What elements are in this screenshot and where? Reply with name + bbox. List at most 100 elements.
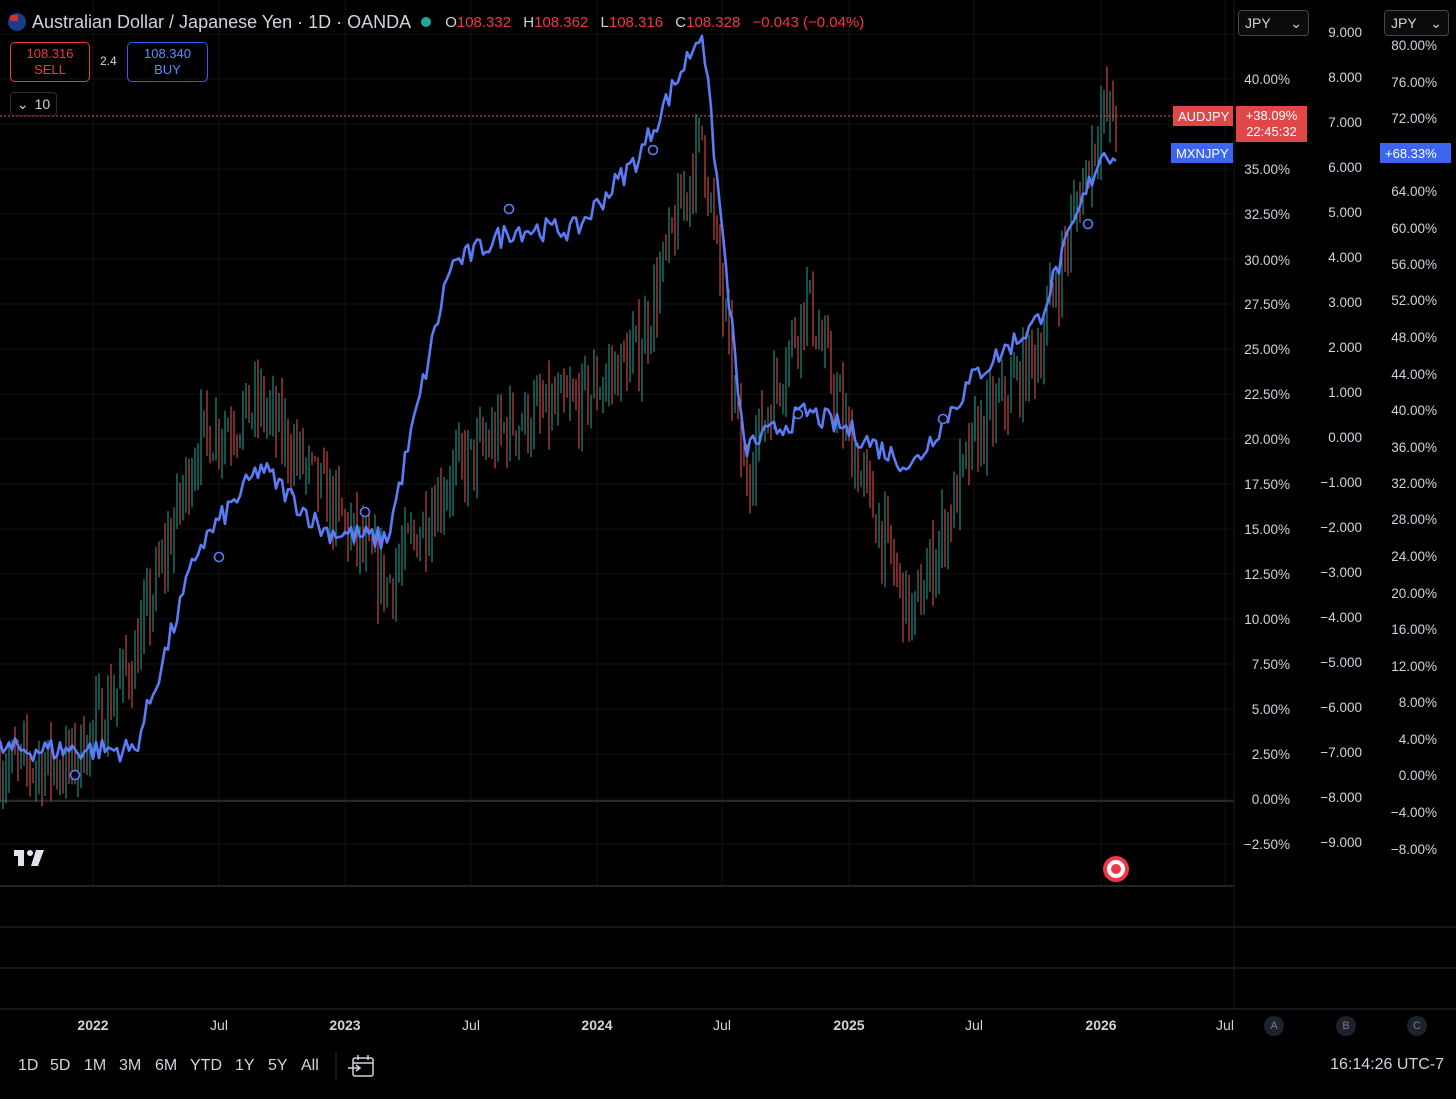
axis-tick-label: 40.00% — [1244, 72, 1290, 87]
tradingview-logo-icon — [14, 850, 44, 866]
marker-icon — [1082, 218, 1094, 230]
time-tick-label: 2025 — [833, 1017, 865, 1033]
currency-select-right[interactable]: JPY ⌄ — [1384, 10, 1449, 36]
axis-tick-label: 2.000 — [1328, 340, 1362, 355]
dividend-markers — [69, 144, 1094, 781]
aud-flag-icon — [8, 13, 26, 31]
timeframe-5d[interactable]: 5D — [50, 1057, 71, 1074]
axis-tick-label: 25.00% — [1244, 342, 1290, 357]
time-tick-label: Jul — [965, 1017, 983, 1033]
time-tick-label: Jul — [462, 1017, 480, 1033]
axis-tick-label: 4.00% — [1398, 732, 1437, 747]
axis-tick-label: 5.00% — [1251, 702, 1290, 717]
axis-tick-label: 24.00% — [1391, 549, 1437, 564]
axis-tick-label: 32.50% — [1244, 207, 1290, 222]
axis-tick-label: 0.00% — [1398, 768, 1437, 783]
timeframe-3m[interactable]: 3M — [119, 1057, 142, 1074]
axis-tick-label: 9.000 — [1328, 25, 1362, 40]
timeframe-1y[interactable]: 1Y — [235, 1057, 255, 1074]
marker-icon — [359, 506, 371, 518]
sell-button[interactable]: 108.316 SELL — [10, 42, 90, 82]
axis-tick-label: 12.50% — [1244, 567, 1290, 582]
axis-tick-label: 3.000 — [1328, 295, 1362, 310]
buy-button[interactable]: 108.340 BUY — [127, 42, 208, 82]
axis-tick-label: −8.000 — [1320, 790, 1362, 805]
axis-tick-label: 64.00% — [1391, 184, 1437, 199]
time-tick-label: 2024 — [581, 1017, 613, 1033]
axis-tick-label: −2.000 — [1320, 520, 1362, 535]
spread-value: 2.4 — [100, 54, 117, 68]
timeframe-6m[interactable]: 6M — [155, 1057, 178, 1074]
axis-tick-label: 8.000 — [1328, 70, 1362, 85]
axis-tick-label: 5.000 — [1328, 205, 1362, 220]
axis-tick-label: −9.000 — [1320, 835, 1362, 850]
indicator-count: 10 — [34, 96, 51, 112]
audjpy-symbol-tag: AUDJPY — [1173, 106, 1233, 126]
scale-button-c[interactable]: C — [1407, 1016, 1427, 1036]
chevron-down-icon: ⌄ — [1430, 14, 1442, 31]
axis-tick-label: 7.000 — [1328, 115, 1362, 130]
axis-tick-label: −5.000 — [1320, 655, 1362, 670]
audjpy-price-tag: +38.09% 22:45:32 — [1236, 106, 1307, 142]
symbol-header: Australian Dollar / Japanese Yen · 1D · … — [8, 10, 872, 34]
axis-tick-label: 40.00% — [1391, 403, 1437, 418]
axis-tick-label: −4.00% — [1390, 805, 1437, 820]
chevron-down-icon: ⌄ — [16, 95, 29, 112]
time-tick-label: 2026 — [1085, 1017, 1117, 1033]
marker-icon — [937, 413, 949, 425]
timeframe-all[interactable]: All — [301, 1057, 319, 1074]
axis-tick-label: 15.00% — [1244, 522, 1290, 537]
timeframe-5y[interactable]: 5Y — [268, 1057, 288, 1074]
axis-tick-label: 1.000 — [1328, 385, 1362, 400]
axis-tick-label: −4.000 — [1320, 610, 1362, 625]
axis-tick-label: 80.00% — [1391, 38, 1437, 53]
mxnjpy-symbol-tag: MXNJPY — [1171, 143, 1233, 163]
axis-tick-label: 16.00% — [1391, 622, 1437, 637]
axis-tick-label: 7.50% — [1251, 657, 1290, 672]
axis-tick-label: 12.00% — [1391, 659, 1437, 674]
calendar-icon — [348, 1055, 374, 1077]
chevron-down-icon: ⌄ — [1290, 14, 1302, 31]
marker-icon — [69, 769, 81, 781]
sell-price: 108.316 — [26, 46, 74, 61]
currency-select-left[interactable]: JPY ⌄ — [1238, 10, 1309, 36]
time-tick-label: Jul — [1216, 1017, 1234, 1033]
axis-tick-label: 27.50% — [1244, 297, 1290, 312]
axis-tick-label: −1.000 — [1320, 475, 1362, 490]
buy-label: BUY — [154, 62, 181, 77]
axis-tick-label: 60.00% — [1391, 221, 1437, 236]
axis-tick-label: 6.000 — [1328, 160, 1362, 175]
axis-tick-label: 72.00% — [1391, 111, 1437, 126]
axis-tick-label: 48.00% — [1391, 330, 1437, 345]
axis-tick-label: 0.000 — [1328, 430, 1362, 445]
market-open-icon — [421, 17, 432, 27]
axis-tick-label: 44.00% — [1391, 367, 1437, 382]
axis-tick-label: 2.50% — [1251, 747, 1290, 762]
axis-tick-label: 36.00% — [1391, 440, 1437, 455]
audjpy-candles — [0, 66, 1117, 810]
chart-grid — [0, 0, 1234, 885]
time-tick-label: 2023 — [329, 1017, 361, 1033]
scale-button-b[interactable]: B — [1336, 1016, 1356, 1036]
scale-button-a[interactable]: A — [1264, 1016, 1284, 1036]
axis-tick-label: 76.00% — [1391, 75, 1437, 90]
axis-tick-label: −7.000 — [1320, 745, 1362, 760]
change-value: −0.043 (−0.04%) — [752, 13, 865, 31]
timeframe-1m[interactable]: 1M — [84, 1057, 107, 1074]
symbol-title[interactable]: Australian Dollar / Japanese Yen · 1D · … — [32, 11, 412, 32]
axis-tick-label: 22.50% — [1244, 387, 1290, 402]
mxnjpy-line — [0, 34, 1117, 763]
timeframe-ytd[interactable]: YTD — [190, 1057, 222, 1074]
marker-icon — [213, 551, 225, 563]
axis-tick-label: 20.00% — [1391, 586, 1437, 601]
indicators-collapse-button[interactable]: ⌄ 10 — [10, 92, 57, 116]
axis-tick-label: 10.00% — [1244, 612, 1290, 627]
time-tick-label: 2022 — [77, 1017, 109, 1033]
axis-tick-label: 30.00% — [1244, 253, 1290, 268]
mxnjpy-price-tag: +68.33% — [1380, 143, 1451, 163]
ohlc-values: O108.332 H108.362 L108.316 C108.328 −0.0… — [445, 13, 865, 31]
axis-tick-label: −6.000 — [1320, 700, 1362, 715]
clock[interactable]: 16:14:26 UTC-7 — [1330, 1056, 1444, 1073]
timeframe-1d[interactable]: 1D — [18, 1057, 39, 1074]
